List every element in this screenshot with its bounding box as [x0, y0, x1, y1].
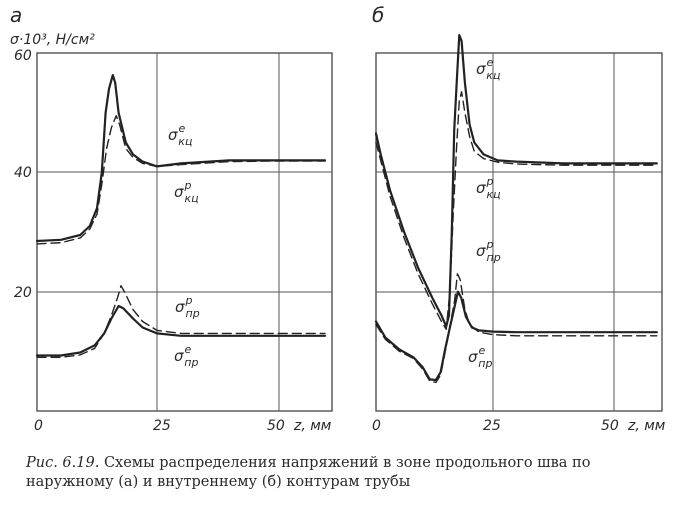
- figure-caption: Рис. 6.19. Схемы распределения напряжени…: [26, 454, 666, 492]
- xtick-a-25: 25: [153, 418, 171, 434]
- ytick-20: 20: [14, 285, 32, 301]
- series-line-dashed-2: [375, 273, 658, 384]
- xtick-a-0: 0: [34, 418, 43, 434]
- series-line-solid-0: [35, 74, 327, 243]
- series-line-solid-3: [374, 290, 658, 382]
- xtick-a-50: 50: [267, 418, 285, 434]
- ytick-40: 40: [14, 165, 32, 181]
- curve-label: σр пр: [175, 294, 200, 320]
- xtick-b-25: 25: [483, 418, 501, 434]
- curve-label: σр пр: [476, 238, 501, 264]
- panel-a-plot: [35, 52, 333, 412]
- plot-frame: [375, 52, 663, 412]
- series-line-solid-0: [374, 34, 658, 328]
- figure-canvas: а б σ·10³, Н/см² 60 40 20 0 25 50 z, мм …: [10, 3, 666, 434]
- panel-b-curve-labels: σе кц σр кц σр пр σе пр: [468, 56, 501, 370]
- series-line-dashed-1: [375, 91, 658, 330]
- series-line-dashed-2: [36, 285, 326, 358]
- caption-label: Рис. 6.19.: [26, 455, 100, 471]
- plot-frame: [36, 52, 333, 412]
- y-axis-label: σ·10³, Н/см²: [10, 32, 95, 48]
- ytick-60: 60: [14, 48, 32, 64]
- panel-a-letter: а: [10, 3, 22, 27]
- caption-text: Схемы распределения напряжений в зоне пр…: [26, 455, 591, 490]
- xtick-b-0: 0: [372, 418, 381, 434]
- curve-label: σр кц: [174, 179, 199, 205]
- series-line-solid-3: [35, 304, 327, 357]
- curve-label: σе кц: [476, 56, 500, 82]
- curve-label: σе кц: [168, 122, 192, 148]
- curve-label: σр кц: [476, 175, 501, 201]
- xlabel-a: z, мм: [293, 418, 332, 434]
- panel-a-curve-labels: σе кц σр кц σр пр σе пр: [168, 122, 200, 369]
- panel-b-letter: б: [372, 3, 384, 27]
- panel-b-plot: [374, 34, 663, 412]
- curve-label: σе пр: [468, 344, 492, 370]
- xtick-b-50: 50: [601, 418, 619, 434]
- curve-label: σе пр: [174, 343, 198, 369]
- xlabel-b: z, мм: [627, 418, 666, 434]
